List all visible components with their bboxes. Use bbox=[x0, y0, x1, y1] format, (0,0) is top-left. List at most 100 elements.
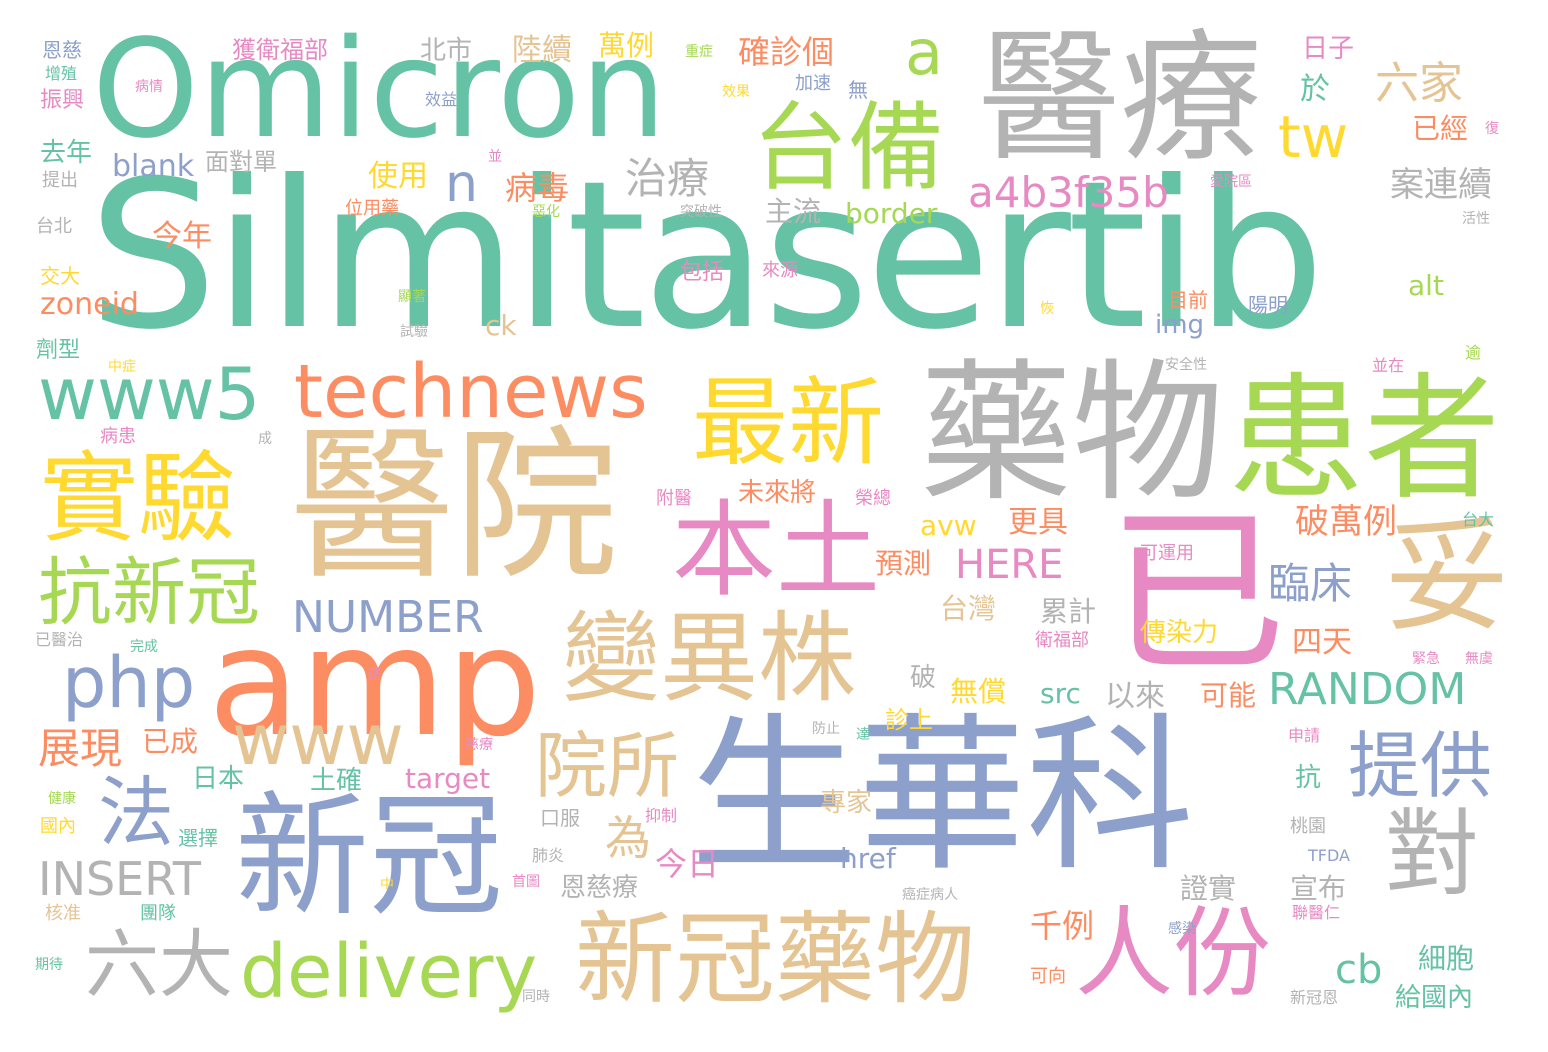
word-wu: 無 bbox=[848, 78, 868, 102]
word-zhuliu: 主流 bbox=[765, 195, 822, 228]
word-src: src bbox=[1040, 677, 1081, 710]
word-ck: ck bbox=[485, 309, 517, 342]
word-xinguanen: 新冠恩 bbox=[1290, 988, 1339, 1007]
word-yizhi: 抑制 bbox=[645, 806, 678, 825]
word-powanli: 破萬例 bbox=[1295, 502, 1397, 542]
word-yilai: 以來 bbox=[1105, 679, 1165, 714]
word-jinri: 今日 bbox=[655, 845, 720, 883]
word-bingHuan: 病患 bbox=[100, 426, 136, 447]
word-shoutu: 首圖 bbox=[512, 874, 540, 890]
word-jiankang: 健康 bbox=[48, 791, 76, 807]
word-tigong: 提供 bbox=[1348, 724, 1493, 808]
word-bingqing: 病情 bbox=[135, 79, 163, 95]
word-wei: 為 bbox=[605, 811, 651, 865]
word-yiliao: 醫療 bbox=[978, 16, 1262, 181]
word-cilia: 慈療 bbox=[465, 737, 493, 753]
word-liuda: 六大 bbox=[85, 922, 233, 1008]
word-taoyuan: 桃園 bbox=[1290, 816, 1326, 837]
word-kang: 抗 bbox=[1295, 763, 1322, 793]
word-jiaoda: 交大 bbox=[40, 264, 80, 288]
word-tichu: 提出 bbox=[42, 170, 78, 191]
word-amp: amp bbox=[208, 596, 542, 770]
word-tupoxing: 突破性 bbox=[680, 204, 722, 220]
word-omicron: Omicron bbox=[92, 11, 667, 169]
word-po: 破 bbox=[910, 663, 937, 693]
word-yaowu: 藥物 bbox=[920, 345, 1224, 522]
word-yangming: 陽明 bbox=[1248, 293, 1288, 317]
word-here: HERE bbox=[955, 542, 1064, 588]
word-yiyuan: 醫院 bbox=[290, 411, 619, 602]
word-weifubu: 衛福部 bbox=[1035, 630, 1089, 651]
word-ganran: 感染 bbox=[1168, 921, 1196, 937]
word-yuce: 預測 bbox=[875, 547, 932, 580]
word-qunian: 去年 bbox=[40, 138, 93, 168]
word-target: target bbox=[405, 762, 491, 795]
word-anlianxu: 案連續 bbox=[1390, 165, 1492, 205]
word-chuanranli: 傳染力 bbox=[1140, 618, 1219, 648]
word-fa: 法 bbox=[98, 768, 174, 857]
word-taibei-city: 台北 bbox=[36, 216, 72, 237]
word-weilaijiang: 未來將 bbox=[738, 478, 817, 508]
word-shenqing: 申請 bbox=[1288, 726, 1321, 745]
word-riben: 日本 bbox=[192, 764, 245, 794]
word-mianduidan: 面對單 bbox=[205, 148, 277, 176]
word-tuque: 土確 bbox=[310, 766, 363, 796]
word-img: img bbox=[1155, 310, 1205, 340]
word-jiasu: 加速 bbox=[795, 73, 831, 94]
word-yicheng: 已成 bbox=[142, 725, 199, 758]
word-tfda: TFDA bbox=[1308, 846, 1350, 865]
word-silmitasertib: Silmitasertib bbox=[88, 138, 1325, 375]
word-enci: 恩慈 bbox=[42, 38, 82, 62]
word-zhe: 這 bbox=[368, 667, 382, 683]
word-weiyongyao: 位用藥 bbox=[345, 198, 399, 219]
word-tuandui: 團隊 bbox=[140, 903, 176, 924]
word-muqian: 目前 bbox=[1168, 288, 1208, 312]
word-shiyan: 實驗 bbox=[40, 442, 237, 556]
word-huoweifubu: 獲衛福部 bbox=[232, 36, 328, 64]
word-xianzhu: 顯著 bbox=[398, 289, 426, 305]
word-taibei: 台備 bbox=[752, 92, 944, 204]
word-aizhengbingren: 癌症病人 bbox=[902, 887, 958, 903]
word-insert: INSERT bbox=[38, 852, 201, 906]
word-baokuo: 包括 bbox=[680, 260, 725, 285]
word-renfen: 人份 bbox=[1075, 897, 1272, 1011]
word-zhongzheng: 重症 bbox=[685, 44, 713, 60]
word-wancheng: 完成 bbox=[130, 639, 158, 655]
word-rizi: 日子 bbox=[1302, 34, 1355, 64]
word-xibao: 細胞 bbox=[1418, 942, 1475, 975]
word-yiyizhi: 已醫治 bbox=[35, 630, 84, 649]
word-shiyan2: 試驗 bbox=[400, 324, 428, 340]
word-jixing: 劑型 bbox=[36, 338, 81, 363]
word-bing: 並 bbox=[488, 149, 502, 165]
word-zhenxing: 振興 bbox=[40, 88, 85, 113]
word-yijing: 已經 bbox=[1412, 112, 1469, 145]
word-laiyuan: 來源 bbox=[762, 260, 798, 281]
word-qianli: 千例 bbox=[1030, 907, 1095, 945]
word-zhiliao: 治療 bbox=[625, 154, 710, 203]
word-yu: 於 bbox=[1300, 72, 1330, 107]
word-avw: avw bbox=[920, 509, 977, 542]
word-cheng: 成 bbox=[258, 431, 272, 447]
word-rongzong: 榮總 bbox=[855, 488, 891, 509]
word-xuanbu: 宣布 bbox=[1290, 872, 1347, 905]
word-n: n bbox=[445, 154, 478, 214]
word-zhengshi: 證實 bbox=[1180, 872, 1237, 905]
word-kexiang: 可向 bbox=[1030, 966, 1066, 987]
word-zhuanjia: 專家 bbox=[820, 788, 873, 818]
word-xiaoyi: 效益 bbox=[425, 90, 458, 109]
word-a: a bbox=[905, 16, 943, 89]
word-www: www bbox=[232, 699, 404, 781]
word-xiaoguo: 效果 bbox=[722, 84, 750, 100]
word-huoxing: 活性 bbox=[1462, 211, 1490, 227]
word-zhong: 中 bbox=[380, 877, 394, 893]
word-aiyuanqu: 愛院區 bbox=[1210, 174, 1252, 190]
word-taiwan: 台灣 bbox=[940, 592, 997, 625]
word-bingzai: 並在 bbox=[1372, 356, 1405, 375]
word-luxu: 陸續 bbox=[512, 33, 572, 68]
word-number: NUMBER bbox=[292, 592, 484, 643]
word-yi: 已 bbox=[1108, 490, 1286, 697]
word-koufu: 口服 bbox=[540, 806, 580, 830]
word-zengzhi: 增殖 bbox=[45, 64, 78, 83]
word-quezhenge: 確診個 bbox=[738, 33, 835, 71]
